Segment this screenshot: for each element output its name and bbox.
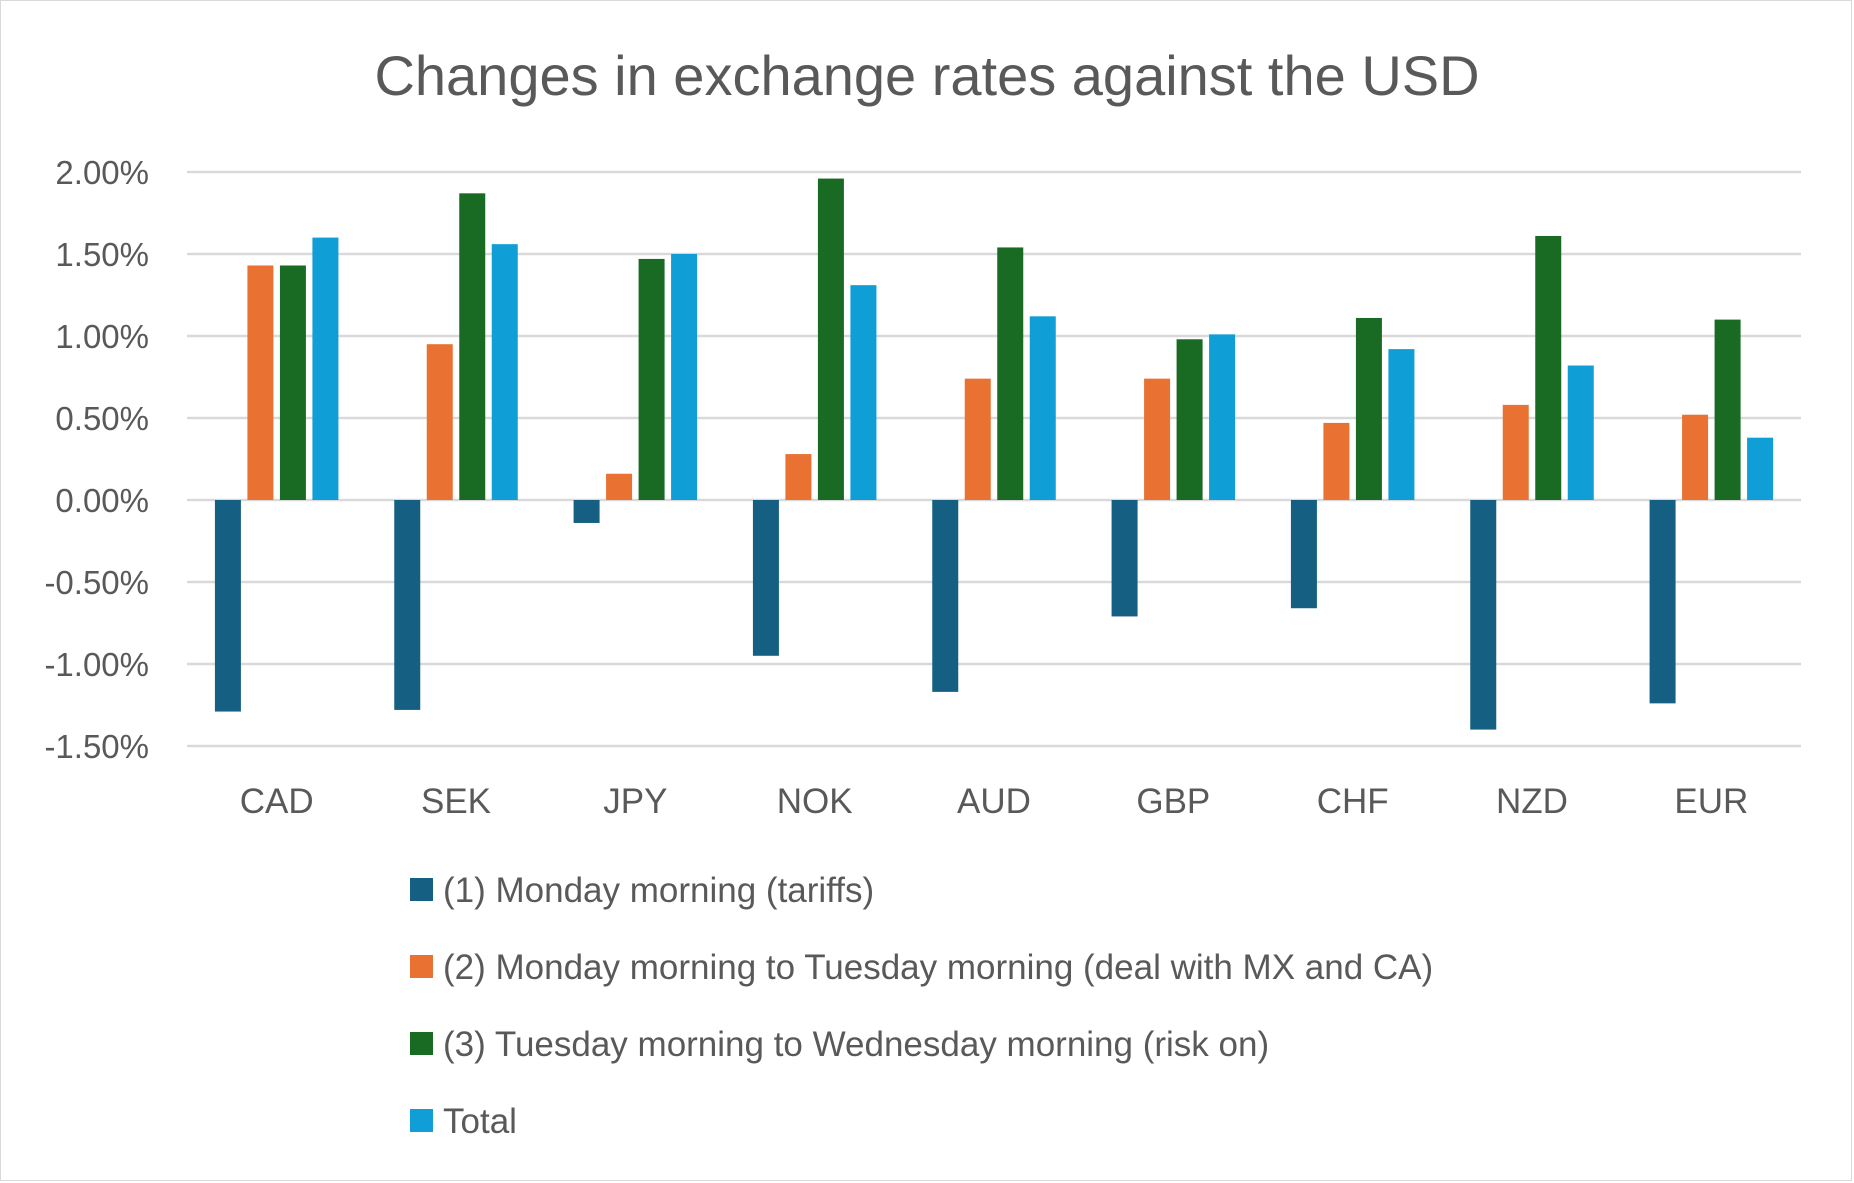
y-axis-tick-labels: 2.00% 1.50% 1.00% 0.50% 0.00% -0.50% -1.00% -1.… xyxy=(44,154,149,765)
bar-sek-series-1 xyxy=(394,500,421,710)
bar-gbp-series-1 xyxy=(1111,500,1138,617)
legend-swatch xyxy=(410,1109,433,1132)
bar-nok-series-3 xyxy=(817,178,844,500)
bar-chf-series-1 xyxy=(1290,500,1317,609)
category-labels: CAD SEK JPY NOK AUD GBP CHF NZD EUR xyxy=(240,782,1749,821)
category-label-jpy: JPY xyxy=(603,782,667,821)
bar-aud-series-2 xyxy=(964,378,991,500)
y-tick-label: 1.50% xyxy=(55,236,149,273)
legend-label: (2) Monday morning to Tuesday morning (d… xyxy=(443,948,1433,987)
bar-sek-series-3 xyxy=(459,193,486,500)
bar-gbp-series-4 xyxy=(1209,334,1236,500)
bars xyxy=(214,178,1774,730)
bar-nzd-series-4 xyxy=(1567,365,1594,500)
gridlines xyxy=(187,170,1801,748)
bar-jpy-series-1 xyxy=(573,500,600,523)
y-tick-label: 0.50% xyxy=(55,400,149,437)
y-tick-label: -0.50% xyxy=(44,564,149,601)
bar-chf-series-3 xyxy=(1355,317,1382,500)
y-tick-label: 2.00% xyxy=(55,154,149,191)
bar-sek-series-4 xyxy=(491,244,518,500)
chart-title: Changes in exchange rates against the US… xyxy=(374,44,1479,107)
category-label-eur: EUR xyxy=(1674,782,1748,821)
y-tick-label: -1.00% xyxy=(44,646,149,683)
bar-gbp-series-2 xyxy=(1144,378,1171,500)
legend-swatch xyxy=(410,1032,433,1055)
legend-item: (1) Monday morning (tariffs) xyxy=(410,871,874,910)
bar-jpy-series-2 xyxy=(606,473,633,500)
bar-chf-series-2 xyxy=(1323,422,1350,500)
y-tick-label: 1.00% xyxy=(55,318,149,355)
bar-sek-series-2 xyxy=(426,344,453,500)
bar-cad-series-2 xyxy=(247,265,274,500)
category-label-nok: NOK xyxy=(777,782,853,821)
bar-cad-series-3 xyxy=(279,265,306,500)
category-label-gbp: GBP xyxy=(1136,782,1210,821)
bar-chf-series-4 xyxy=(1388,349,1415,500)
bar-aud-series-3 xyxy=(997,247,1024,500)
legend-item: (3) Tuesday morning to Wednesday morning… xyxy=(410,1025,1269,1064)
category-label-sek: SEK xyxy=(421,782,491,821)
y-tick-label: -1.50% xyxy=(44,728,149,765)
bar-nzd-series-3 xyxy=(1535,235,1562,500)
category-label-nzd: NZD xyxy=(1496,782,1568,821)
bar-aud-series-4 xyxy=(1029,316,1056,500)
legend-item: (2) Monday morning to Tuesday morning (d… xyxy=(410,948,1433,987)
bar-nzd-series-2 xyxy=(1502,404,1529,500)
legend-swatch xyxy=(410,955,433,978)
legend-label: Total xyxy=(443,1102,517,1141)
bar-jpy-series-3 xyxy=(638,258,665,500)
legend: (1) Monday morning (tariffs) (2) Monday m… xyxy=(410,871,1433,1141)
legend-swatch xyxy=(410,878,433,901)
bar-eur-series-3 xyxy=(1714,319,1741,500)
bar-nok-series-1 xyxy=(752,500,779,656)
bar-cad-series-1 xyxy=(214,500,241,712)
bar-aud-series-1 xyxy=(932,500,959,692)
bar-eur-series-2 xyxy=(1682,414,1709,500)
bar-nok-series-2 xyxy=(785,454,812,500)
bar-gbp-series-3 xyxy=(1176,339,1203,500)
legend-item: Total xyxy=(410,1102,517,1141)
legend-label: (1) Monday morning (tariffs) xyxy=(443,871,874,910)
category-label-cad: CAD xyxy=(240,782,314,821)
y-tick-label: 0.00% xyxy=(55,482,149,519)
bar-eur-series-4 xyxy=(1747,437,1774,500)
bar-jpy-series-4 xyxy=(671,254,698,500)
bar-eur-series-1 xyxy=(1649,500,1676,704)
legend-label: (3) Tuesday morning to Wednesday morning… xyxy=(443,1025,1269,1064)
category-label-aud: AUD xyxy=(957,782,1031,821)
bar-nok-series-4 xyxy=(850,285,877,500)
category-label-chf: CHF xyxy=(1317,782,1389,821)
bar-cad-series-4 xyxy=(312,237,339,500)
bar-nzd-series-1 xyxy=(1470,500,1497,730)
